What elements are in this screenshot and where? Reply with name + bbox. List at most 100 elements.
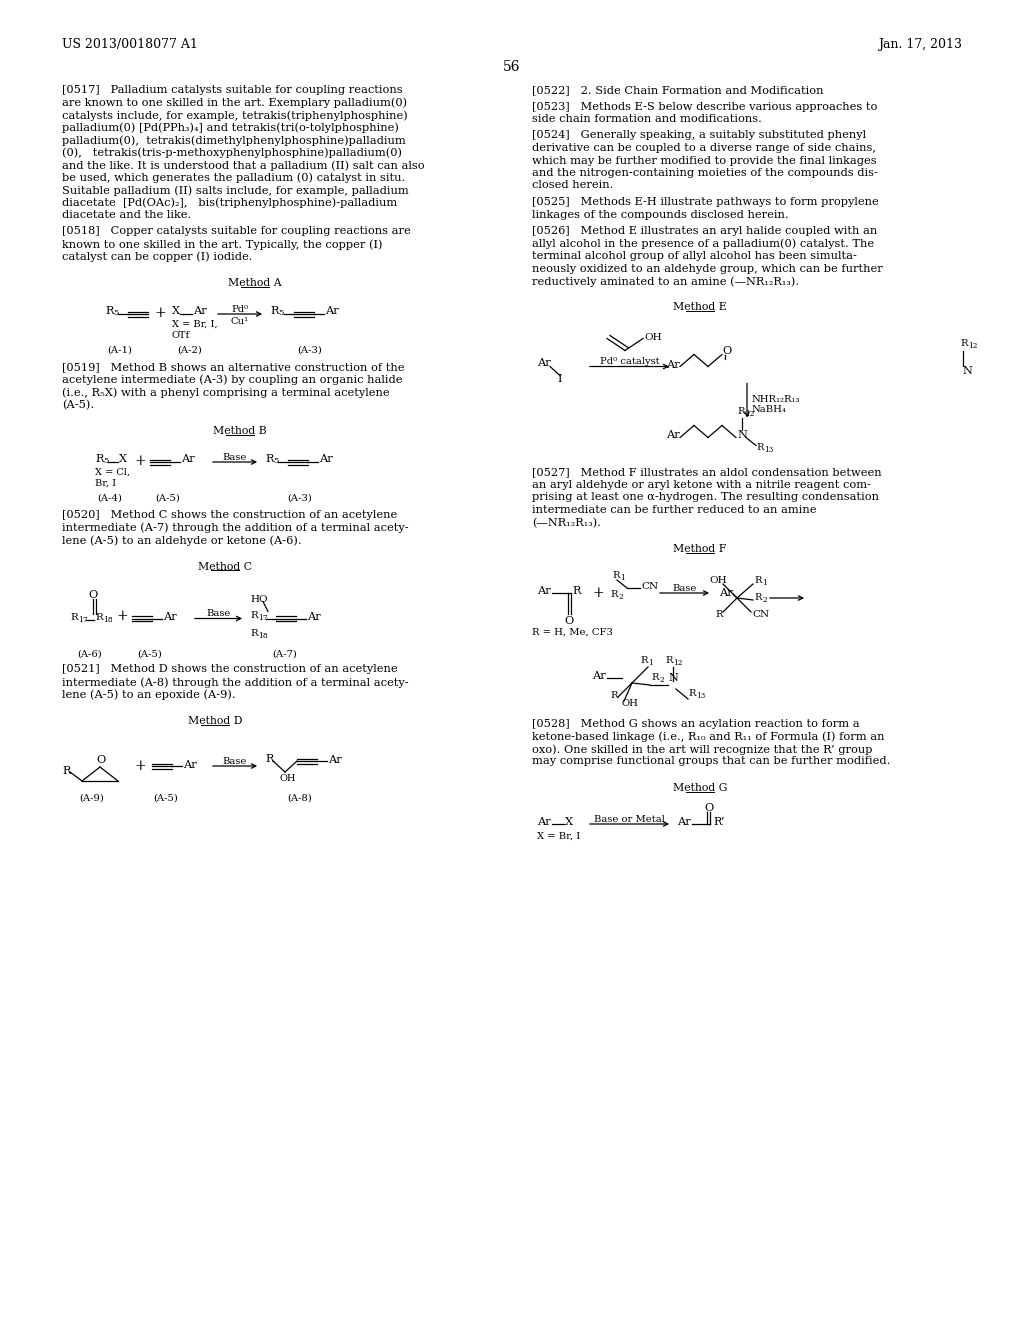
Text: prising at least one α-hydrogen. The resulting condensation: prising at least one α-hydrogen. The res… (532, 492, 879, 503)
Text: Base: Base (223, 756, 247, 766)
Text: [0526]   Method E illustrates an aryl halide coupled with an: [0526] Method E illustrates an aryl hali… (532, 226, 878, 236)
Text: Method F: Method F (674, 544, 727, 554)
Text: which may be further modified to provide the final linkages: which may be further modified to provide… (532, 156, 877, 165)
Text: R: R (612, 572, 620, 579)
Text: X = Br, I,: X = Br, I, (172, 319, 218, 329)
Text: 56: 56 (503, 59, 521, 74)
Text: R: R (70, 614, 78, 623)
Text: OH: OH (622, 700, 639, 708)
Text: (A-6): (A-6) (78, 649, 102, 659)
Text: Ar: Ar (537, 359, 551, 368)
Text: (i.e., R₅X) with a phenyl comprising a terminal acetylene: (i.e., R₅X) with a phenyl comprising a t… (62, 387, 389, 397)
Text: Ar: Ar (677, 817, 691, 828)
Text: Pd⁰: Pd⁰ (231, 305, 249, 314)
Text: Ar: Ar (325, 306, 339, 315)
Text: R: R (665, 656, 673, 665)
Text: 18: 18 (258, 632, 267, 640)
Text: oxo). One skilled in the art will recognize that the R’ group: oxo). One skilled in the art will recogn… (532, 744, 872, 755)
Text: Ar: Ar (592, 671, 606, 681)
Text: lene (A-5) to an epoxide (A-9).: lene (A-5) to an epoxide (A-9). (62, 689, 236, 700)
Text: R: R (105, 306, 114, 315)
Text: Method G: Method G (673, 783, 727, 793)
Text: neously oxidized to an aldehyde group, which can be further: neously oxidized to an aldehyde group, w… (532, 264, 883, 273)
Text: 2: 2 (659, 676, 664, 684)
Text: Method C: Method C (198, 561, 252, 572)
Text: R: R (250, 611, 258, 620)
Text: allyl alcohol in the presence of a palladium(0) catalyst. The: allyl alcohol in the presence of a palla… (532, 239, 874, 249)
Text: Method D: Method D (187, 715, 243, 726)
Text: R: R (651, 673, 658, 682)
Text: linkages of the compounds disclosed herein.: linkages of the compounds disclosed here… (532, 210, 788, 219)
Text: terminal alcohol group of allyl alcohol has been simulta-: terminal alcohol group of allyl alcohol … (532, 251, 857, 261)
Text: (A-5): (A-5) (156, 494, 180, 503)
Text: R: R (95, 454, 103, 465)
Text: palladium(0),  tetrakis(dimethylphenylphosphine)palladium: palladium(0), tetrakis(dimethylphenylpho… (62, 135, 406, 145)
Text: [0520]   Method C shows the construction of an acetylene: [0520] Method C shows the construction o… (62, 510, 397, 520)
Text: HO: HO (250, 594, 267, 603)
Text: Pd⁰ catalyst: Pd⁰ catalyst (600, 358, 659, 367)
Text: Base: Base (206, 610, 230, 619)
Text: R: R (265, 454, 273, 465)
Text: [0522]   2. Side Chain Formation and Modification: [0522] 2. Side Chain Formation and Modif… (532, 84, 823, 95)
Text: [0518]   Copper catalysts suitable for coupling reactions are: [0518] Copper catalysts suitable for cou… (62, 227, 411, 236)
Text: R: R (270, 306, 279, 315)
Text: ketone-based linkage (i.e., R₁₀ and R₁₁ of Formula (I) form an: ketone-based linkage (i.e., R₁₀ and R₁₁ … (532, 731, 885, 742)
Text: [0521]   Method D shows the construction of an acetylene: [0521] Method D shows the construction o… (62, 664, 397, 675)
Text: 12: 12 (968, 342, 977, 350)
Text: 5: 5 (273, 457, 279, 465)
Text: R: R (62, 766, 71, 776)
Text: 2: 2 (618, 593, 623, 601)
Text: reductively aminated to an amine (—NR₁₂R₁₃).: reductively aminated to an amine (—NR₁₂R… (532, 276, 799, 286)
Text: R: R (610, 690, 617, 700)
Text: (A-8): (A-8) (288, 795, 312, 803)
Text: Suitable palladium (II) salts include, for example, palladium: Suitable palladium (II) salts include, f… (62, 185, 409, 195)
Text: O: O (96, 755, 105, 766)
Text: Base: Base (673, 583, 696, 593)
Text: (A-1): (A-1) (108, 346, 132, 355)
Text: Ar: Ar (319, 454, 333, 465)
Text: (A-5): (A-5) (137, 649, 163, 659)
Text: Ar: Ar (537, 586, 551, 597)
Text: (A-3): (A-3) (288, 494, 312, 503)
Text: R: R (250, 630, 258, 639)
Text: catalysts include, for example, tetrakis(triphenylphosphine): catalysts include, for example, tetrakis… (62, 110, 408, 120)
Text: Ar: Ar (537, 817, 551, 828)
Text: and the nitrogen-containing moieties of the compounds dis-: and the nitrogen-containing moieties of … (532, 168, 878, 178)
Text: 12: 12 (745, 411, 755, 418)
Text: [0519]   Method B shows an alternative construction of the: [0519] Method B shows an alternative con… (62, 362, 404, 372)
Text: Ar: Ar (307, 612, 321, 623)
Text: N: N (668, 673, 678, 682)
Text: N: N (737, 429, 746, 440)
Text: catalyst can be copper (I) iodide.: catalyst can be copper (I) iodide. (62, 252, 253, 263)
Text: R = H, Me, CF3: R = H, Me, CF3 (532, 628, 613, 638)
Text: (A-4): (A-4) (97, 494, 123, 503)
Text: I: I (557, 374, 561, 384)
Text: (A-3): (A-3) (298, 346, 323, 355)
Text: 13: 13 (764, 446, 773, 454)
Text: side chain formation and modifications.: side chain formation and modifications. (532, 114, 762, 124)
Text: [0528]   Method G shows an acylation reaction to form a: [0528] Method G shows an acylation react… (532, 719, 859, 729)
Text: 1: 1 (648, 659, 652, 667)
Text: Ar: Ar (719, 587, 733, 598)
Text: (A-5): (A-5) (154, 795, 178, 803)
Text: Method A: Method A (228, 279, 282, 288)
Text: Br, I: Br, I (95, 479, 116, 488)
Text: R: R (715, 610, 723, 619)
Text: [0524]   Generally speaking, a suitably substituted phenyl: [0524] Generally speaking, a suitably su… (532, 131, 866, 140)
Text: (A-2): (A-2) (177, 346, 203, 355)
Text: R: R (688, 689, 695, 698)
Text: lene (A-5) to an aldehyde or ketone (A-6).: lene (A-5) to an aldehyde or ketone (A-6… (62, 535, 302, 545)
Text: Base or Metal: Base or Metal (594, 814, 665, 824)
Text: R: R (640, 656, 647, 665)
Text: closed herein.: closed herein. (532, 181, 613, 190)
Text: intermediate can be further reduced to an amine: intermediate can be further reduced to a… (532, 506, 816, 515)
Text: +: + (155, 306, 166, 319)
Text: intermediate (A-8) through the addition of a terminal acety-: intermediate (A-8) through the addition … (62, 677, 409, 688)
Text: 1: 1 (762, 579, 767, 587)
Text: Method B: Method B (213, 426, 267, 436)
Text: X: X (172, 306, 180, 315)
Text: R: R (572, 586, 581, 597)
Text: N: N (962, 366, 972, 375)
Text: 1: 1 (620, 574, 625, 582)
Text: Ar: Ar (181, 454, 195, 465)
